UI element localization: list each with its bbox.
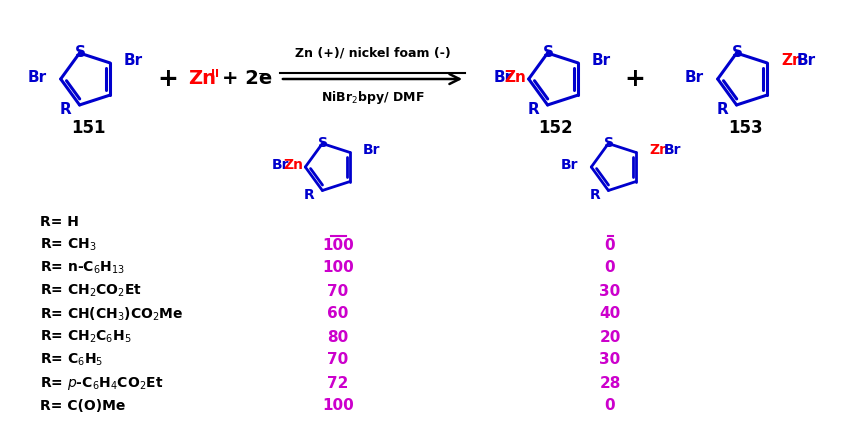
Text: R: R — [590, 189, 601, 203]
Text: II: II — [211, 69, 219, 79]
Text: 28: 28 — [599, 376, 621, 390]
Text: S: S — [543, 45, 554, 60]
Text: R= CH$_3$: R= CH$_3$ — [40, 237, 96, 253]
Text: 72: 72 — [327, 376, 348, 390]
Text: R: R — [527, 103, 539, 117]
Text: S: S — [604, 135, 614, 149]
Text: Br: Br — [493, 70, 513, 84]
Text: 30: 30 — [599, 284, 620, 298]
Text: S: S — [319, 135, 328, 149]
Text: Br: Br — [684, 70, 704, 84]
Text: 0: 0 — [605, 260, 615, 276]
Text: 20: 20 — [599, 330, 621, 344]
Text: Zn: Zn — [188, 70, 216, 89]
Text: R: R — [60, 103, 72, 117]
Text: R= CH$_2$C$_6$H$_5$: R= CH$_2$C$_6$H$_5$ — [40, 329, 132, 345]
Text: +: + — [158, 67, 178, 91]
Text: Br: Br — [124, 54, 143, 68]
Text: Br: Br — [27, 70, 47, 84]
Text: Zn (+)/ nickel foam (-): Zn (+)/ nickel foam (-) — [295, 46, 451, 59]
Text: NiBr$_2$bpy/ DMF: NiBr$_2$bpy/ DMF — [320, 89, 424, 106]
Text: 100: 100 — [322, 398, 354, 414]
Text: 0: 0 — [605, 398, 615, 414]
Text: Br: Br — [592, 54, 611, 68]
Text: +: + — [625, 67, 646, 91]
Text: Br: Br — [561, 158, 579, 172]
Text: 100: 100 — [322, 260, 354, 276]
Text: + 2e: + 2e — [222, 70, 273, 89]
Text: 152: 152 — [538, 119, 573, 137]
Text: 60: 60 — [327, 306, 348, 322]
Text: 70: 70 — [327, 284, 348, 298]
Text: Zn: Zn — [505, 70, 527, 84]
Text: Br: Br — [272, 158, 290, 172]
Text: Zn: Zn — [649, 143, 669, 157]
Text: R: R — [303, 189, 314, 203]
Text: 0: 0 — [605, 238, 615, 252]
Text: Br: Br — [363, 143, 381, 157]
Text: R= H: R= H — [40, 215, 79, 229]
Text: Zn: Zn — [781, 54, 803, 68]
Text: Zn: Zn — [284, 158, 303, 172]
Text: S: S — [732, 45, 743, 60]
Text: Br: Br — [797, 54, 816, 68]
Text: R= C(O)Me: R= C(O)Me — [40, 399, 125, 413]
Text: 30: 30 — [599, 352, 620, 368]
Text: 40: 40 — [599, 306, 620, 322]
Text: R= n-C$_6$H$_{13}$: R= n-C$_6$H$_{13}$ — [40, 260, 125, 276]
Text: Br: Br — [664, 143, 682, 157]
Text: S: S — [75, 45, 86, 60]
Text: 70: 70 — [327, 352, 348, 368]
Text: R= CH$_2$CO$_2$Et: R= CH$_2$CO$_2$Et — [40, 283, 142, 299]
Text: −: − — [258, 69, 268, 79]
Text: R= $p$-C$_6$H$_4$CO$_2$Et: R= $p$-C$_6$H$_4$CO$_2$Et — [40, 374, 164, 392]
Text: 153: 153 — [728, 119, 763, 137]
Text: R: R — [717, 103, 728, 117]
Text: 151: 151 — [71, 119, 106, 137]
Text: R= CH(CH$_3$)CO$_2$Me: R= CH(CH$_3$)CO$_2$Me — [40, 305, 183, 323]
Text: R= C$_6$H$_5$: R= C$_6$H$_5$ — [40, 352, 103, 368]
Text: 80: 80 — [327, 330, 348, 344]
Text: 100: 100 — [322, 238, 354, 252]
